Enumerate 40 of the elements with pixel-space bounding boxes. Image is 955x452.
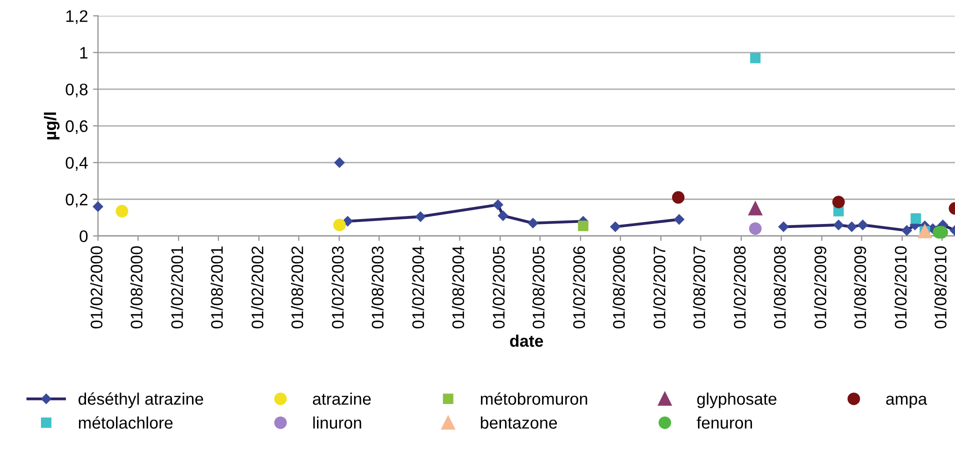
- legend-label: fenuron: [696, 416, 752, 429]
- x-tick-label: 01/08/2005: [532, 246, 545, 328]
- x-tick-label: 01/02/2007: [653, 246, 666, 328]
- x-tick-label: 01/08/2010: [934, 246, 946, 328]
- legend-label: bentazone: [480, 416, 557, 429]
- x-tick-label: 01/08/2006: [612, 246, 625, 328]
- x-tick-label: 01/08/2002: [290, 246, 304, 328]
- legend-label: atrazine: [312, 392, 371, 405]
- y-tick-label: 0,6: [66, 120, 88, 134]
- x-tick-label: 01/02/2006: [572, 246, 586, 328]
- y-tick-label: 1,2: [66, 10, 88, 24]
- x-tick-label: 01/08/2001: [210, 246, 223, 328]
- x-tick-label: 01/08/2009: [854, 246, 866, 328]
- x-tick-label: 01/02/2005: [492, 246, 505, 328]
- x-axis-title: date: [510, 334, 544, 347]
- y-axis-title: µg/l: [44, 112, 60, 140]
- x-tick-label: 01/02/2009: [814, 246, 826, 328]
- x-tick-label: 01/02/2000: [90, 246, 102, 328]
- x-tick-label: 01/08/2004: [452, 246, 464, 328]
- x-tick-label: 01/08/2007: [692, 246, 706, 328]
- x-tick-label: 01/08/2008: [774, 246, 786, 328]
- y-tick-label: 0: [80, 230, 88, 242]
- legend-label: linuron: [313, 416, 362, 429]
- y-tick-label: 0,2: [66, 194, 88, 208]
- legend-label: ampa: [886, 396, 928, 408]
- x-tick-label: 01/02/2002: [251, 246, 264, 328]
- legend-label: métolachlore: [78, 416, 173, 429]
- y-tick-label: 0,4: [66, 156, 88, 171]
- x-tick-label: 01/08/2003: [371, 246, 384, 328]
- x-tick-label: 01/02/2001: [170, 246, 184, 328]
- legend-label: métobromuron: [480, 392, 588, 405]
- x-tick-label: 01/02/2008: [733, 246, 746, 328]
- legend-label: glyphosate: [697, 392, 776, 408]
- y-tick-label: 1: [80, 47, 88, 59]
- y-tick-label: 0,8: [66, 84, 88, 98]
- x-tick-label: 01/02/2010: [894, 246, 907, 328]
- x-tick-label: 01/02/2004: [412, 246, 424, 328]
- x-tick-label: 01/02/2003: [331, 246, 344, 328]
- x-tick-label: 01/08/2000: [130, 246, 143, 328]
- legend-label: déséthyl atrazine: [78, 392, 204, 408]
